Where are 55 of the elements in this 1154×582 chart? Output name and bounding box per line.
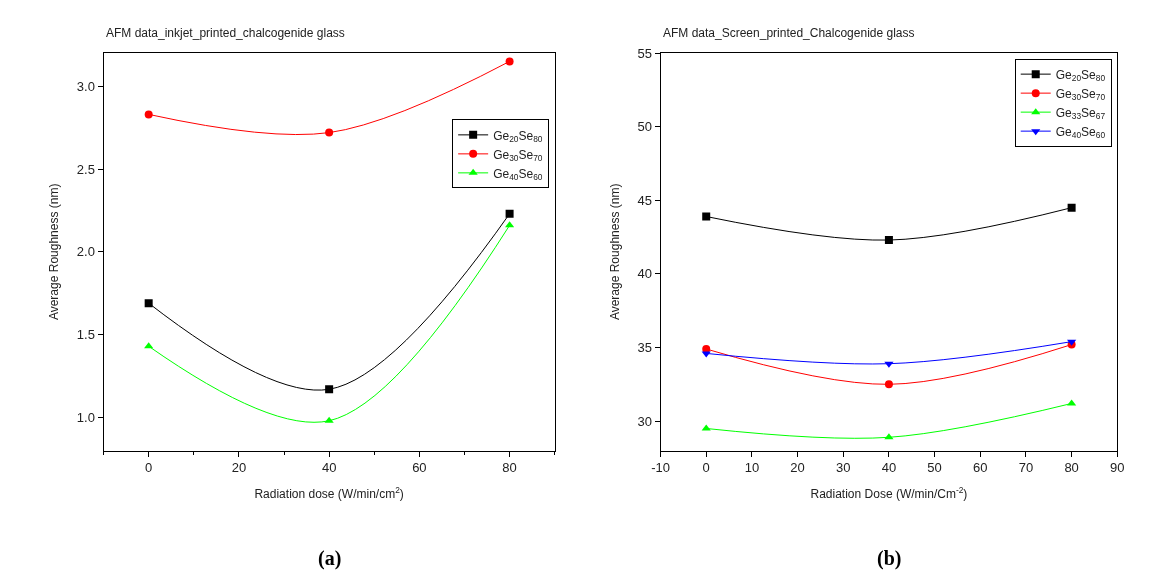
point — [144, 299, 153, 308]
y-tick-label: 55 — [637, 45, 652, 61]
y-tick-label: 45 — [637, 192, 652, 208]
y-tick-label: 2.5 — [76, 161, 95, 177]
x-tick-label: 60 — [412, 460, 427, 476]
x-axis-title: Radiation Dose (W/min/Cm$^{-2}$) — [810, 485, 968, 502]
legend-label: Ge$_{40}$Se$_{60}$ — [1055, 124, 1106, 141]
x-tick-label: 50 — [927, 460, 942, 476]
point — [144, 110, 153, 119]
legend-label: Ge$_{33}$Se$_{67}$ — [1055, 105, 1106, 122]
point — [702, 212, 711, 221]
x-tick-label: 70 — [1018, 460, 1034, 476]
point — [505, 209, 514, 218]
point — [505, 57, 514, 66]
x-tick-label: 30 — [836, 460, 851, 476]
x-tick-label: -10 — [651, 460, 670, 476]
x-tick-label: 40 — [881, 460, 897, 476]
x-tick-label: 0 — [145, 460, 153, 476]
point — [325, 385, 334, 394]
y-tick-label: 50 — [637, 119, 652, 135]
point — [144, 342, 154, 349]
y-tick-label: 35 — [637, 340, 652, 356]
y-axis-title: Average Roughness (nm) — [607, 183, 622, 321]
y-tick-label: 30 — [637, 413, 652, 429]
text: (b) — [877, 547, 902, 570]
y-tick-label: 2.0 — [76, 244, 95, 260]
point — [884, 380, 893, 389]
y-tick-label: 3.0 — [76, 78, 95, 94]
point — [884, 236, 893, 245]
y-tick-label: 1.0 — [76, 409, 95, 425]
x-tick-label: 20 — [790, 460, 805, 476]
chart-title: AFM data_Screen_printed_Chalcogenide glass — [663, 26, 915, 40]
point — [325, 128, 334, 137]
y-tick-label: 40 — [637, 266, 652, 282]
text: (a) — [318, 547, 342, 570]
y-tick-label: 1.5 — [76, 327, 95, 343]
x-tick-label: 60 — [973, 460, 988, 476]
x-tick-label: 0 — [702, 460, 710, 476]
point — [324, 416, 334, 423]
legend-label: Ge$_{30}$Se$_{70}$ — [1055, 86, 1106, 103]
legend-label: Ge$_{20}$Se$_{80}$ — [1055, 67, 1106, 84]
x-tick-label: 80 — [502, 460, 517, 476]
x-tick-label: 90 — [1110, 460, 1125, 476]
legend-label: Ge$_{20}$Se$_{80}$ — [493, 128, 543, 145]
x-tick-label: 10 — [744, 460, 760, 476]
point — [1067, 203, 1076, 212]
x-tick-label: 80 — [1064, 460, 1079, 476]
legend-label: Ge$_{40}$Se$_{60}$ — [493, 166, 543, 183]
x-tick-label: 40 — [321, 460, 337, 476]
x-axis-title: Radiation dose (W/min/cm$^{2}$) — [254, 485, 404, 502]
legend-label: Ge$_{30}$Se$_{70}$ — [493, 147, 543, 164]
chart-title: AFM data_inkjet_printed_chalcogenide glass — [106, 26, 345, 40]
point — [701, 351, 711, 358]
x-tick-label: 20 — [231, 460, 247, 476]
y-axis-title: Average Roughness (nm) — [47, 183, 62, 321]
